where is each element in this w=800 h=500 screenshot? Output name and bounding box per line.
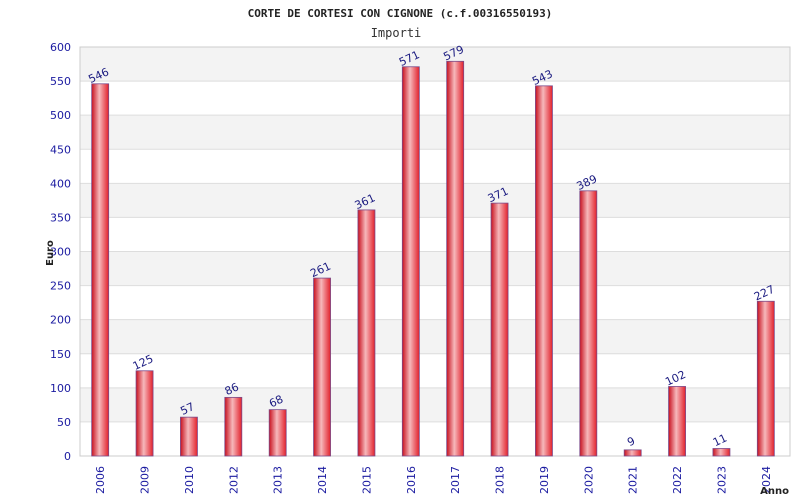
y-tick-label: 250 xyxy=(50,280,71,293)
y-tick-label: 50 xyxy=(57,416,71,429)
bar-2017 xyxy=(446,60,465,457)
bar-2010 xyxy=(180,416,198,457)
x-tick-label-2021: 2021 xyxy=(627,466,640,494)
bar-2023 xyxy=(712,448,731,457)
data-label-2022: 102 xyxy=(663,368,688,389)
y-tick-label: 500 xyxy=(50,109,71,122)
x-tick-label-2014: 2014 xyxy=(316,466,329,494)
data-label-2013: 68 xyxy=(267,393,285,411)
bar-2014 xyxy=(313,277,331,457)
y-tick-label: 550 xyxy=(50,75,71,88)
bar-2024 xyxy=(756,300,775,457)
plot-area: 0501001502002503003504004505005506005462… xyxy=(50,41,791,494)
bar-2015 xyxy=(357,209,376,457)
plot-frame xyxy=(79,46,791,457)
y-tick-label: 400 xyxy=(50,177,71,190)
data-label-2021: 9 xyxy=(625,434,637,449)
x-tick-label-2018: 2018 xyxy=(494,466,507,494)
y-tick-label: 100 xyxy=(50,382,71,395)
y-tick-label: 200 xyxy=(50,314,71,327)
data-label-2012: 86 xyxy=(223,380,241,398)
y-axis-label: Euro xyxy=(45,240,56,266)
grid-band xyxy=(80,115,790,150)
x-tick-label-2017: 2017 xyxy=(449,466,462,494)
x-axis-label: Anno xyxy=(760,486,789,497)
chart-subtitle: Importi xyxy=(371,26,422,40)
bar-2019 xyxy=(535,85,553,457)
bar-2013 xyxy=(268,409,287,457)
y-tick-label: 350 xyxy=(50,211,71,224)
x-tick-label-2015: 2015 xyxy=(360,466,373,494)
x-tick-label-2020: 2020 xyxy=(582,466,595,494)
x-tick-label-2016: 2016 xyxy=(405,466,418,494)
grid-band xyxy=(80,47,790,82)
bar-2009 xyxy=(135,370,154,457)
data-label-2010: 57 xyxy=(178,400,196,418)
x-tick-label-2006: 2006 xyxy=(94,466,107,494)
x-tick-label-2013: 2013 xyxy=(272,466,285,494)
bar-2006 xyxy=(91,83,110,457)
y-tick-label: 600 xyxy=(50,41,71,54)
x-tick-label-2010: 2010 xyxy=(183,466,196,494)
bar-2012 xyxy=(224,396,243,457)
x-tick-label-2009: 2009 xyxy=(139,466,152,494)
bar-2020 xyxy=(579,190,598,457)
bar-2022 xyxy=(668,386,686,457)
grid-band xyxy=(80,319,790,354)
bar-2018 xyxy=(490,202,509,457)
y-tick-label: 0 xyxy=(64,450,71,463)
bar-2021 xyxy=(623,449,642,457)
x-tick-label-2022: 2022 xyxy=(671,466,684,494)
bar-2016 xyxy=(401,66,420,457)
grid-band xyxy=(80,183,790,218)
y-tick-label: 450 xyxy=(50,143,71,156)
y-tick-label: 150 xyxy=(50,348,71,361)
data-label-2009: 125 xyxy=(131,352,156,373)
x-tick-label-2024: 2024 xyxy=(760,466,773,494)
x-tick-label-2019: 2019 xyxy=(538,466,551,494)
data-label-2023: 11 xyxy=(711,431,729,449)
grid-band xyxy=(80,251,790,286)
x-tick-label-2012: 2012 xyxy=(227,466,240,494)
y-tick-label: 300 xyxy=(50,246,71,259)
chart-title: CORTE DE CORTESI CON CIGNONE (c.f.003165… xyxy=(248,7,553,20)
x-tick-label-2023: 2023 xyxy=(715,466,728,494)
